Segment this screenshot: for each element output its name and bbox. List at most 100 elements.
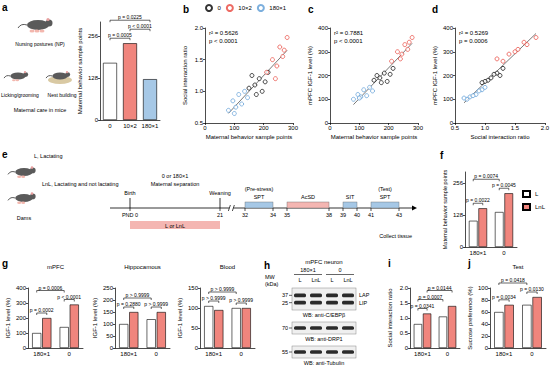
svg-text:400: 400: [16, 285, 27, 291]
svg-text:LnL: LnL: [311, 277, 320, 283]
svg-text:Maternal behavior sample point: Maternal behavior sample points: [442, 170, 448, 250]
svg-text:p = 0.0045: p = 0.0045: [492, 182, 516, 188]
svg-text:e: e: [2, 149, 8, 160]
svg-text:34: 34: [270, 212, 276, 218]
svg-text:c: c: [308, 4, 314, 15]
svg-text:40: 40: [481, 321, 488, 327]
svg-text:0 or 180×1: 0 or 180×1: [162, 173, 188, 179]
svg-text:25: 25: [282, 300, 288, 306]
svg-text:(Pre-stress): (Pre-stress): [245, 186, 274, 192]
svg-text:Test: Test: [512, 264, 523, 270]
svg-text:p > 0.9999: p > 0.9999: [126, 292, 150, 298]
svg-text:Sucrose preference (%): Sucrose preference (%): [467, 286, 473, 349]
svg-text:Maternal behavior sample point: Maternal behavior sample points: [77, 28, 83, 115]
svg-text:100: 100: [354, 125, 365, 131]
svg-text:180×1: 180×1: [470, 250, 488, 256]
svg-text:300: 300: [16, 300, 27, 306]
svg-text:p = 0.0418: p = 0.0418: [501, 277, 525, 283]
svg-text:10×2: 10×2: [123, 123, 137, 129]
svg-text:0: 0: [68, 351, 72, 357]
svg-text:200: 200: [318, 73, 329, 79]
svg-text:mPFC IGF-1 level (%): mPFC IGF-1 level (%): [307, 46, 313, 105]
svg-text:LnL: LnL: [535, 204, 546, 210]
svg-text:0: 0: [155, 351, 159, 357]
svg-text:180×1: 180×1: [269, 5, 287, 11]
svg-text:L, Lactating: L, Lactating: [34, 153, 62, 159]
svg-text:r² = 0.5626: r² = 0.5626: [209, 30, 239, 36]
svg-text:L: L: [330, 277, 333, 283]
svg-text:p = 0.0341: p = 0.0341: [411, 303, 435, 309]
svg-text:p < 0.0001: p < 0.0001: [128, 23, 152, 29]
svg-text:256: 256: [453, 180, 464, 186]
svg-text:p = 0.0005: p = 0.0005: [108, 32, 132, 38]
svg-text:Birth: Birth: [124, 190, 135, 196]
svg-text:Blood: Blood: [220, 264, 235, 270]
svg-text:LIP: LIP: [359, 300, 368, 306]
svg-text:LnL, Lactating and not lactati: LnL, Lactating and not lactating: [42, 181, 118, 187]
svg-text:mPFC: mPFC: [47, 264, 65, 270]
svg-text:70: 70: [282, 325, 288, 331]
svg-text:0: 0: [338, 267, 341, 273]
svg-text:400: 400: [443, 25, 454, 31]
svg-text:L: L: [298, 277, 301, 283]
svg-text:0: 0: [328, 125, 332, 131]
svg-text:100: 100: [188, 305, 199, 311]
svg-text:p = 0.0144: p = 0.0144: [428, 285, 452, 291]
svg-text:0: 0: [95, 117, 99, 123]
svg-text:0: 0: [530, 351, 534, 357]
svg-text:p > 0.9999: p > 0.9999: [202, 295, 226, 301]
svg-text:0: 0: [110, 345, 114, 351]
svg-text:300: 300: [288, 125, 299, 131]
svg-text:Hippocamous: Hippocamous: [124, 264, 161, 270]
svg-text:38: 38: [326, 212, 332, 218]
svg-text:AcSD: AcSD: [301, 194, 315, 200]
svg-text:1.5: 1.5: [400, 300, 409, 306]
svg-text:SPT: SPT: [380, 194, 391, 200]
svg-text:1.0: 1.0: [400, 315, 409, 321]
svg-text:128: 128: [453, 212, 464, 218]
svg-text:Social interaction ratio: Social interaction ratio: [470, 134, 530, 140]
svg-text:mPFC neuron: mPFC neuron: [305, 259, 342, 265]
svg-text:50: 50: [106, 333, 113, 339]
svg-text:i: i: [388, 258, 391, 269]
svg-text:p < 0.0001: p < 0.0001: [57, 294, 81, 300]
svg-text:d: d: [432, 4, 438, 15]
svg-text:180×1: 180×1: [33, 351, 51, 357]
svg-text:1.0: 1.0: [481, 125, 490, 131]
svg-text:h: h: [264, 260, 270, 271]
svg-text:0: 0: [203, 125, 207, 131]
svg-text:0: 0: [405, 345, 409, 351]
svg-text:Weaning: Weaning: [209, 190, 231, 196]
svg-text:100: 100: [318, 96, 329, 102]
svg-text:IGF-1 level (%): IGF-1 level (%): [5, 298, 11, 338]
svg-text:180×1: 180×1: [496, 351, 514, 357]
svg-text:180×1: 180×1: [414, 351, 432, 357]
svg-text:WB: anti-DRP1: WB: anti-DRP1: [305, 336, 342, 342]
svg-text:p = 0.0022: p = 0.0022: [466, 197, 490, 203]
svg-text:50: 50: [191, 325, 198, 331]
svg-text:256: 256: [88, 33, 99, 39]
svg-text:p = 0.0002: p = 0.0002: [30, 307, 54, 313]
svg-text:L or LnL: L or LnL: [165, 223, 185, 229]
svg-text:mPFC IGF-1 level (%): mPFC IGF-1 level (%): [432, 46, 438, 105]
svg-text:Maternal behavior sample point: Maternal behavior sample points: [206, 134, 293, 140]
svg-text:400: 400: [318, 25, 329, 31]
svg-text:0: 0: [460, 244, 464, 250]
svg-text:80: 80: [481, 297, 488, 303]
svg-text:0: 0: [502, 250, 506, 256]
svg-text:p = 0.0007: p = 0.0007: [419, 294, 443, 300]
svg-text:Maternal care in mice: Maternal care in mice: [14, 107, 67, 113]
svg-text:(Test): (Test): [378, 186, 392, 192]
svg-text:p = 0.0225: p = 0.0225: [118, 14, 142, 20]
svg-text:p < 0.0001: p < 0.0001: [209, 38, 238, 44]
svg-text:32: 32: [242, 212, 248, 218]
svg-text:35: 35: [284, 212, 290, 218]
svg-text:180×1: 180×1: [205, 351, 223, 357]
svg-text:21: 21: [217, 212, 223, 218]
svg-text:p = 0.0130: p = 0.0130: [520, 286, 544, 292]
svg-text:2.0: 2.0: [400, 285, 409, 291]
svg-text:Maternal separation: Maternal separation: [151, 181, 200, 187]
svg-text:100: 100: [478, 285, 489, 291]
svg-text:200: 200: [384, 125, 395, 131]
svg-text:(kDa): (kDa): [265, 281, 279, 287]
